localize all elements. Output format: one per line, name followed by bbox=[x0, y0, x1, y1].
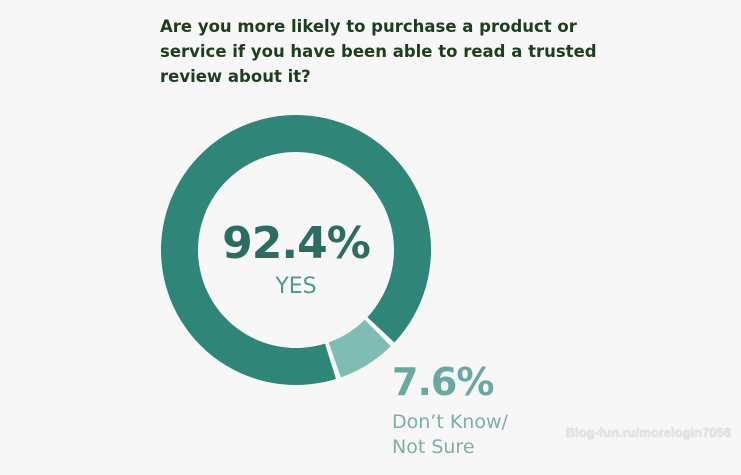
chart-title: Are you more likely to purchase a produc… bbox=[160, 17, 597, 86]
yes-percentage: 92.4% bbox=[222, 218, 371, 269]
yes-label: YES bbox=[275, 274, 317, 299]
dont-know-label: Don’t Know/ Not Sure bbox=[392, 411, 508, 458]
watermark: Blog-fun.ru/morelogin7056 bbox=[565, 425, 731, 440]
dont-know-percentage: 7.6% bbox=[392, 360, 494, 404]
slice-dont-know bbox=[328, 319, 391, 378]
